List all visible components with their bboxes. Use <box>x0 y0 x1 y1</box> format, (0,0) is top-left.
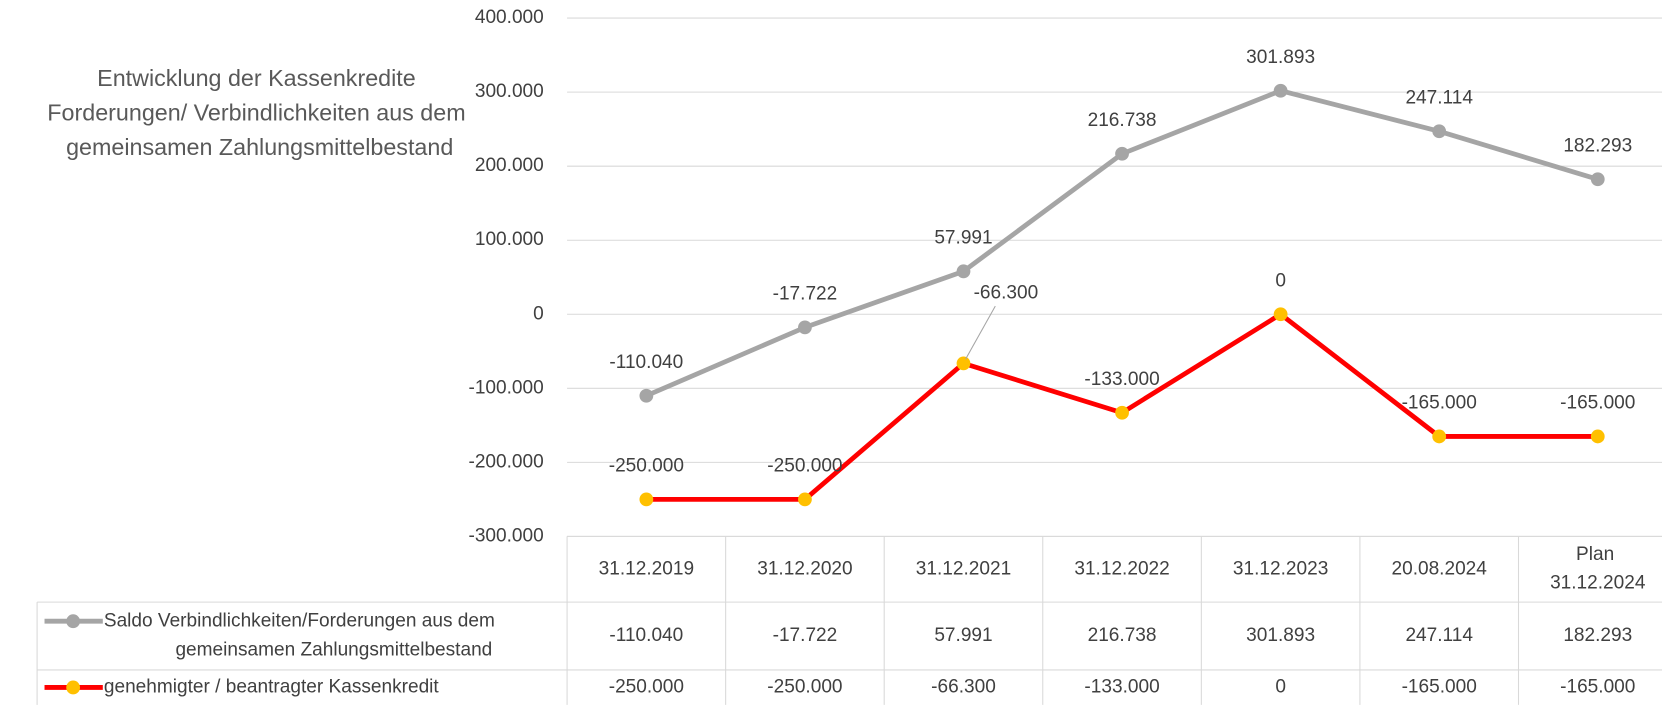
marker <box>1432 429 1447 444</box>
data-label: -17.722 <box>773 284 838 305</box>
y-tick-label: -200.000 <box>468 451 543 472</box>
table-cell: 247.114 <box>1405 625 1473 646</box>
marker <box>1273 83 1288 98</box>
data-label: -250.000 <box>609 456 684 477</box>
chart-title: Entwicklung der Kassenkredite Forderunge… <box>47 65 472 160</box>
data-label: 216.738 <box>1088 110 1157 131</box>
marker <box>1115 146 1129 161</box>
x-tick-label: 31.12.2020 <box>757 558 852 579</box>
marker <box>1590 429 1605 444</box>
x-tick-label: Plan 31.12.2024 <box>1550 544 1646 594</box>
marker <box>1432 124 1447 139</box>
data-label: 301.893 <box>1246 47 1315 68</box>
x-tick-label: 31.12.2022 <box>1074 558 1169 579</box>
data-label: -66.300 <box>974 282 1039 303</box>
y-tick-label: 200.000 <box>475 155 544 176</box>
data-label: -165.000 <box>1402 393 1477 414</box>
data-label: -250.000 <box>767 456 842 477</box>
x-tick-label: 20.08.2024 <box>1391 558 1487 579</box>
table-cell: 182.293 <box>1563 625 1632 646</box>
marker <box>639 492 654 507</box>
table-cell: -17.722 <box>773 625 838 646</box>
table-cell: -133.000 <box>1084 676 1159 697</box>
marker <box>639 388 654 403</box>
table-cell: -165.000 <box>1402 676 1477 697</box>
x-tick-label: 31.12.2021 <box>916 558 1011 579</box>
marker <box>1115 405 1129 420</box>
leader-line <box>965 305 996 360</box>
x-tick-label: 31.12.2019 <box>599 558 694 579</box>
y-tick-label: 0 <box>533 303 544 324</box>
legend-marker <box>66 614 81 629</box>
y-tick-label: 100.000 <box>475 229 544 250</box>
y-tick-label: -300.000 <box>468 525 543 546</box>
table-cell: -165.000 <box>1560 676 1635 697</box>
data-label: -133.000 <box>1084 369 1159 390</box>
legend-marker <box>66 680 81 695</box>
table-cell: 301.893 <box>1246 625 1315 646</box>
marker <box>798 320 812 335</box>
table-cell: -250.000 <box>767 676 842 697</box>
marker <box>1273 307 1288 322</box>
marker <box>956 264 971 279</box>
marker <box>1590 172 1605 187</box>
table-cell: 0 <box>1275 676 1286 697</box>
table-cell: -66.300 <box>931 676 996 697</box>
data-label: 247.114 <box>1405 87 1473 108</box>
y-tick-label: -100.000 <box>468 377 543 398</box>
series-line <box>645 88 1599 398</box>
x-tick-label: 31.12.2023 <box>1233 558 1328 579</box>
marker <box>956 356 971 371</box>
data-label: 0 <box>1275 270 1286 291</box>
table-cell: -250.000 <box>609 676 684 697</box>
y-tick-label: 300.000 <box>475 81 544 102</box>
legend-label: genehmigter / beantragter Kassenkredit <box>104 676 440 697</box>
data-label: -165.000 <box>1560 393 1635 414</box>
table-cell: -110.040 <box>609 625 683 646</box>
data-label: 57.991 <box>934 227 992 248</box>
legend-label: Saldo Verbindlichkeiten/Forderungen aus … <box>104 611 500 661</box>
data-label: 182.293 <box>1563 135 1632 156</box>
marker <box>798 492 812 507</box>
data-label: -110.040 <box>609 352 683 373</box>
y-tick-label: 400.000 <box>475 7 544 28</box>
table-cell: 57.991 <box>934 625 992 646</box>
table-cell: 216.738 <box>1088 625 1157 646</box>
